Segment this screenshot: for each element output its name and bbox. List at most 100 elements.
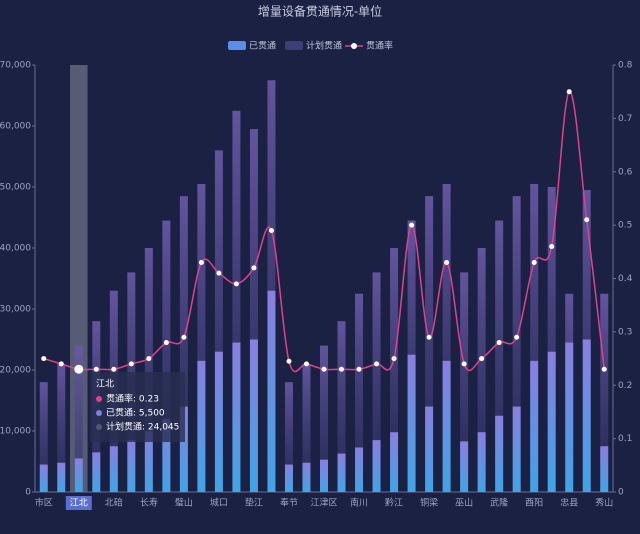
bar (477, 248, 486, 492)
tooltip-item: 计划贯通: 24,045 (106, 421, 179, 433)
bar (144, 248, 153, 492)
hover-band (70, 65, 88, 492)
bar (197, 183, 206, 492)
rate-point (268, 227, 274, 233)
x-tick-label: 市区 (35, 497, 53, 509)
y-tick-label: 20,000 (0, 366, 31, 376)
x-tick-label: 璧山 (175, 497, 193, 509)
bar (372, 440, 381, 492)
y2-tick-label: 0.7 (618, 114, 632, 124)
tooltip-dot (96, 410, 102, 416)
rate-point (356, 366, 362, 372)
rate-point (479, 356, 485, 362)
bar (337, 453, 346, 492)
x-tick-label: 南川 (350, 497, 368, 509)
bar (355, 447, 364, 492)
rate-point (391, 356, 397, 362)
rate-point (461, 361, 467, 367)
rate-point (181, 334, 187, 340)
bar (600, 446, 609, 492)
x-tick-label: 巫山 (455, 498, 473, 509)
rate-point (233, 281, 239, 287)
y2-tick-label: 0.8 (618, 61, 633, 71)
bar (39, 382, 48, 492)
bar (214, 150, 223, 492)
rate-point (374, 361, 380, 367)
bar (372, 272, 381, 492)
bar (232, 110, 241, 492)
bar (495, 415, 504, 492)
bar (127, 440, 136, 492)
y2-tick-label: 0.3 (618, 327, 632, 337)
y2-tick-label: 0.2 (618, 381, 632, 391)
rate-point (216, 270, 222, 276)
x-tick-label: 奉节 (280, 497, 298, 509)
bar (109, 446, 118, 492)
rate-point (286, 358, 292, 364)
x-tick-label: 江津区 (310, 498, 337, 509)
tooltip-item: 已贯通: 5,500 (106, 408, 165, 419)
bar (57, 363, 66, 492)
y2-tick-label: 0.6 (618, 167, 633, 177)
legend-label: 计划贯通 (306, 40, 342, 52)
bar (477, 432, 486, 492)
rate-point (198, 259, 204, 265)
x-tick-label: 酉阳 (525, 498, 543, 509)
x-tick-label: 铜梁 (420, 497, 438, 509)
bar (442, 183, 451, 492)
y-tick-label: 50,000 (0, 183, 31, 193)
legend-swatch (351, 43, 357, 49)
rate-point (409, 222, 415, 228)
x-tick-label: 北碚 (105, 497, 123, 509)
x-tick-label: 长寿 (140, 497, 158, 509)
rate-point (41, 356, 47, 362)
bar (197, 360, 206, 492)
bar (162, 220, 171, 493)
bar (565, 342, 574, 492)
x-tick-label: 江北 (70, 498, 88, 509)
bar (302, 462, 311, 492)
legend-swatch (228, 41, 246, 50)
rate-point (514, 334, 520, 340)
rate-point (74, 364, 84, 374)
bar (355, 293, 364, 492)
y-tick-label: 60,000 (0, 122, 31, 132)
bar (512, 406, 521, 492)
rate-point (549, 243, 555, 249)
y-tick-label: 30,000 (0, 305, 31, 315)
y2-tick-label: 0.1 (618, 434, 632, 444)
bar (249, 129, 258, 493)
y-tick-label: 40,000 (0, 244, 31, 254)
y2-tick-label: 0.4 (618, 274, 633, 284)
bar (425, 406, 434, 492)
x-tick-label: 垫江 (245, 497, 263, 509)
rate-point (601, 366, 607, 372)
bar (337, 321, 346, 492)
bar (460, 441, 469, 492)
tooltip-box (90, 372, 185, 442)
bar (144, 431, 153, 492)
rate-point (93, 366, 99, 372)
bar (547, 187, 556, 492)
rate-point (531, 259, 537, 265)
rate-point (566, 89, 572, 95)
rate-point (303, 361, 309, 367)
bar (179, 196, 188, 492)
bar (214, 351, 223, 492)
x-tick-label: 城口 (210, 498, 228, 509)
x-label-highlight (65, 496, 92, 510)
bar (267, 80, 276, 492)
bar (267, 290, 276, 492)
bar (162, 418, 171, 492)
bar (390, 432, 399, 492)
tooltip-title: 江北 (96, 379, 114, 390)
tooltip-dot (96, 396, 102, 402)
rate-point (339, 366, 345, 372)
bar (284, 382, 293, 492)
x-tick-label: 忠县 (560, 498, 578, 509)
bar (460, 272, 469, 492)
bar (232, 342, 241, 492)
bar (74, 345, 83, 492)
bar (600, 293, 609, 492)
bar (495, 220, 504, 493)
